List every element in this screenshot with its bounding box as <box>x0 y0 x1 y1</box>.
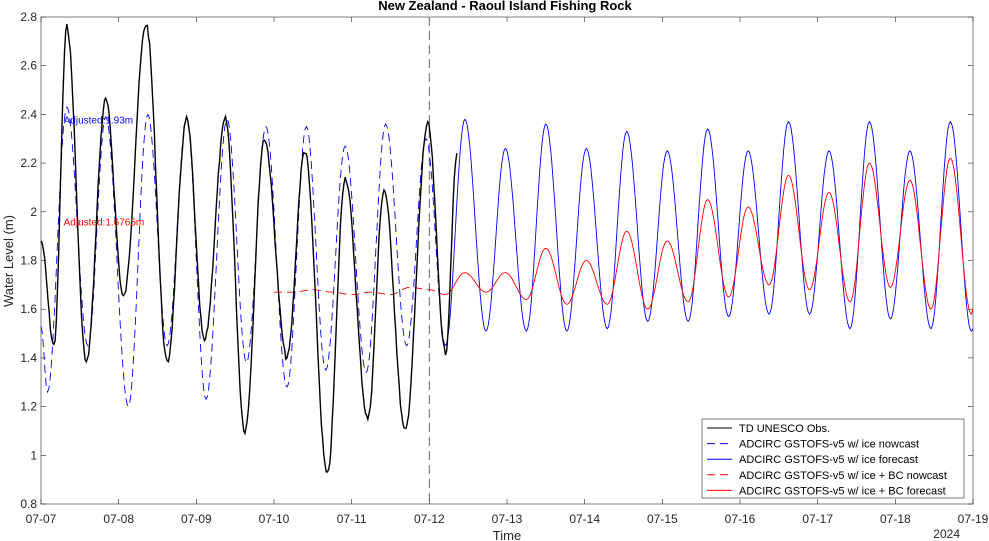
y-axis-label: Water Level (m) <box>1 215 16 307</box>
x-tick-label: 07-15 <box>647 512 678 526</box>
x-axis-ticks: 07-07 07-08 07-09 07-10 07-11 07-12 07-13 07-14… <box>26 17 989 526</box>
series-line-4 <box>445 157 974 315</box>
annotation-adjusted-red: Adjusted:1.6765m <box>64 218 145 229</box>
y-tick-label: 0.8 <box>20 497 37 511</box>
x-tick-label: 07-08 <box>103 512 134 526</box>
y-tick-label: 2 <box>30 205 37 219</box>
y-tick-label: 2.6 <box>20 59 37 73</box>
legend-entry: TD UNESCO Obs. <box>739 423 830 435</box>
series-line-3 <box>274 286 446 296</box>
x-tick-label: 07-19 <box>958 512 989 526</box>
series-line-2 <box>445 118 974 346</box>
x-tick-label: 07-12 <box>414 512 445 526</box>
year-label: 2024 <box>933 527 960 541</box>
legend: TD UNESCO Obs. ADCIRC GSTOFS-v5 w/ ice no… <box>701 418 965 499</box>
y-axis-ticks: 0.8 1 1.2 1.4 1.6 1.8 2 2.2 2.4 2.6 2.8 <box>20 10 973 511</box>
y-tick-label: 2.4 <box>20 107 37 121</box>
y-tick-label: 1.4 <box>20 351 37 365</box>
legend-entry: ADCIRC GSTOFS-v5 w/ ice forecast <box>739 454 918 466</box>
series-line-1 <box>40 106 446 408</box>
series-line-0 <box>40 23 458 473</box>
x-tick-label: 07-18 <box>880 512 911 526</box>
legend-entry: ADCIRC GSTOFS-v5 w/ ice nowcast <box>739 439 919 451</box>
x-tick-label: 07-11 <box>337 512 367 526</box>
x-tick-label: 07-17 <box>802 512 833 526</box>
x-axis-label: Time <box>493 528 521 541</box>
legend-entry: ADCIRC GSTOFS-v5 w/ ice + BC forecast <box>739 485 946 497</box>
chart-title: New Zealand - Raoul Island Fishing Rock <box>378 0 632 13</box>
x-tick-label: 07-07 <box>26 512 57 526</box>
x-tick-label: 07-09 <box>181 512 212 526</box>
legend-entry: ADCIRC GSTOFS-v5 w/ ice + BC nowcast <box>739 470 947 482</box>
series-layer <box>40 23 974 473</box>
x-tick-label: 07-10 <box>259 512 290 526</box>
y-tick-label: 1 <box>30 448 37 462</box>
y-tick-label: 1.8 <box>20 254 37 268</box>
legend-box <box>701 418 965 499</box>
x-tick-label: 07-14 <box>569 512 600 526</box>
y-tick-label: 2.8 <box>20 10 37 24</box>
y-tick-label: 1.6 <box>20 302 37 316</box>
annotation-adjusted-blue: Adjusted:1.93m <box>64 115 133 126</box>
x-tick-label: 07-16 <box>725 512 756 526</box>
x-tick-label: 07-13 <box>492 512 523 526</box>
y-tick-label: 1.2 <box>20 400 37 414</box>
y-tick-label: 2.2 <box>20 156 37 170</box>
